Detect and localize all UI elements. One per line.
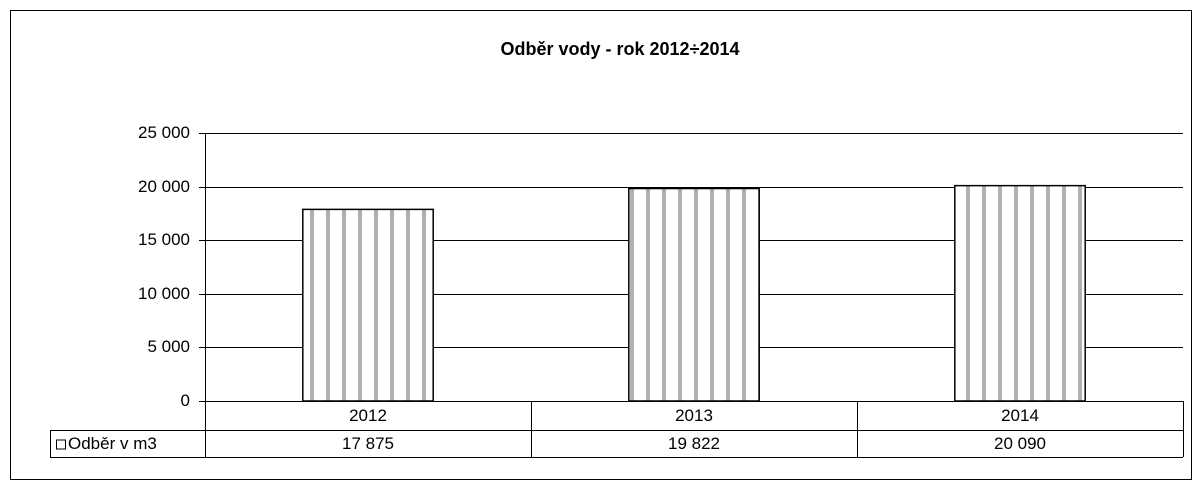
chart-title: Odběr vody - rok 2012÷2014 (501, 39, 740, 59)
legend-label: Odběr v m3 (68, 434, 157, 453)
data-label: 17 875 (342, 434, 394, 453)
x-tick-label: 2013 (675, 406, 713, 425)
y-tick-label: 0 (181, 391, 190, 410)
data-label: 19 822 (668, 434, 720, 453)
bar (954, 184, 1086, 402)
bar (628, 187, 760, 402)
data-label: 20 090 (994, 434, 1046, 453)
bar (302, 208, 434, 402)
y-tick-label: 5 000 (147, 337, 190, 356)
y-tick-label: 15 000 (138, 230, 190, 249)
x-tick-label: 2014 (1001, 406, 1039, 425)
x-tick-label: 2012 (349, 406, 387, 425)
y-tick-label: 25 000 (138, 123, 190, 142)
legend-key (56, 439, 66, 450)
y-tick-label: 20 000 (138, 177, 190, 196)
y-tick-label: 10 000 (138, 284, 190, 303)
